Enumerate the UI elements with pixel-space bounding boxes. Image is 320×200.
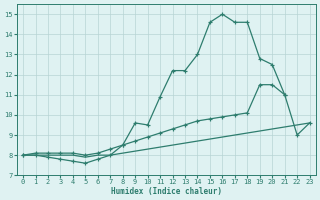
X-axis label: Humidex (Indice chaleur): Humidex (Indice chaleur) [111, 187, 222, 196]
